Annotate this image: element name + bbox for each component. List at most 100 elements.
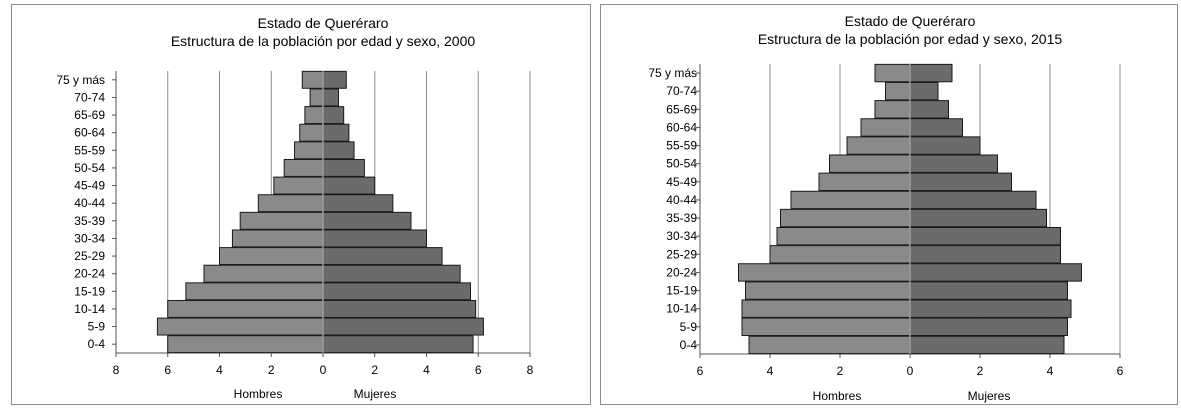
bar-mujeres (909, 226, 1061, 246)
x-tick-label: 6 (1117, 364, 1124, 378)
bar-hombres (860, 118, 911, 137)
y-tick-label: 0-4 (88, 337, 106, 351)
bar-hombres (874, 63, 911, 83)
x-tick-label: 4 (767, 364, 774, 378)
bar-mujeres (322, 88, 340, 107)
x-tick-label: 2 (837, 364, 844, 378)
bar-hombres (231, 229, 324, 248)
x-tick-label: 6 (475, 363, 482, 377)
bar-mujeres (322, 264, 461, 283)
footer-hombres: Hombres (234, 387, 283, 401)
y-tick-label: 55-59 (666, 139, 697, 153)
chart-title: Estado de Queréraro (258, 15, 389, 31)
bar-mujeres (909, 317, 1068, 337)
bar-hombres (776, 226, 911, 246)
x-tick-label: 4 (1047, 364, 1054, 378)
y-tick-label: 40-44 (666, 193, 697, 207)
bar-hombres (885, 81, 911, 101)
pyramid-chart-2015: Estado de Queréraro Estructura de la pob… (597, 0, 1181, 409)
pyramid-chart-2000: Estado de Queréraro Estructura de la pob… (11, 4, 591, 405)
bar-hombres (874, 100, 911, 119)
bar-hombres (304, 106, 324, 125)
bar-mujeres (322, 106, 345, 125)
x-tick-label: 6 (697, 364, 704, 378)
chart-subtitle: Estructura de la población por edad y se… (171, 33, 476, 49)
bar-hombres (185, 282, 324, 301)
bar-hombres (273, 176, 324, 195)
x-tick-label: 8 (527, 363, 534, 377)
pyramid-svg-2000: Estado de Queréraro Estructura de la pob… (56, 15, 534, 401)
y-tick-label: 60-64 (666, 120, 697, 134)
bar-hombres (156, 317, 324, 336)
bar-hombres (818, 172, 911, 192)
bar-hombres (257, 194, 324, 213)
y-tick-label: 5-9 (88, 320, 106, 334)
y-tick-label: 60-64 (74, 126, 105, 140)
x-tick-label: 0 (907, 364, 914, 378)
bar-hombres (299, 123, 324, 142)
y-tick-label: 45-49 (74, 179, 105, 193)
bar-hombres (741, 299, 911, 318)
bar-hombres (846, 136, 911, 155)
bar-hombres (829, 154, 911, 173)
y-tick-label: 20-24 (74, 267, 105, 281)
bar-mujeres (909, 299, 1072, 318)
chart-frame (11, 4, 591, 405)
bar-mujeres (909, 118, 963, 137)
x-tick-label: 2 (268, 363, 275, 377)
bar-hombres (294, 141, 324, 160)
bar-mujeres (322, 123, 350, 142)
bar-hombres (741, 317, 911, 337)
footer-mujeres: Mujeres (354, 387, 397, 401)
pyramid-svg-2015: Estado de Queréraro Estructura de la pob… (648, 13, 1124, 403)
bar-mujeres (322, 158, 365, 177)
y-tick-label: 30-34 (666, 229, 697, 243)
y-tick-label: 70-74 (666, 84, 697, 98)
y-tick-label: 5-9 (680, 320, 698, 334)
x-tick-label: 8 (113, 363, 120, 377)
bar-mujeres (322, 176, 376, 195)
y-tick-label: 0-4 (680, 338, 698, 352)
bar-mujeres (909, 81, 939, 101)
bar-mujeres (909, 263, 1082, 282)
bar-mujeres (909, 154, 998, 173)
bar-mujeres (322, 299, 477, 318)
bar-hombres (309, 88, 324, 107)
bar-mujeres (909, 335, 1065, 355)
bar-mujeres (909, 208, 1047, 228)
y-tick-label: 10-14 (74, 302, 105, 316)
bar-mujeres (909, 172, 1012, 192)
y-tick-label: 50-54 (666, 157, 697, 171)
bar-hombres (283, 158, 324, 177)
x-tick-label: 4 (216, 363, 223, 377)
bar-mujeres (909, 245, 1061, 264)
bar-mujeres (909, 190, 1037, 210)
y-tick-label: 35-39 (666, 211, 697, 225)
y-tick-label: 25-29 (666, 247, 697, 261)
x-tick-label: 2 (371, 363, 378, 377)
bar-mujeres (322, 317, 484, 336)
y-tick-label: 75 y más (56, 73, 105, 87)
bar-mujeres (322, 211, 412, 230)
bar-mujeres (322, 247, 443, 266)
y-tick-label: 65-69 (74, 108, 105, 122)
y-tick-label: 30-34 (74, 231, 105, 245)
y-tick-label: 10-14 (666, 302, 697, 316)
bar-mujeres (909, 63, 953, 83)
y-tick-label: 15-19 (666, 284, 697, 298)
y-tick-label: 25-29 (74, 249, 105, 263)
bar-hombres (745, 281, 911, 300)
bar-mujeres (322, 335, 474, 354)
y-tick-label: 35-39 (74, 214, 105, 228)
bar-mujeres (322, 229, 427, 248)
bar-hombres (167, 335, 324, 354)
bar-hombres (167, 299, 324, 318)
y-tick-label: 50-54 (74, 161, 105, 175)
bar-mujeres (322, 70, 347, 89)
bar-hombres (780, 208, 911, 228)
y-tick-label: 20-24 (666, 265, 697, 279)
bar-mujeres (909, 100, 949, 119)
x-tick-label: 4 (423, 363, 430, 377)
chart-frame (600, 4, 1178, 405)
x-tick-label: 0 (320, 363, 327, 377)
